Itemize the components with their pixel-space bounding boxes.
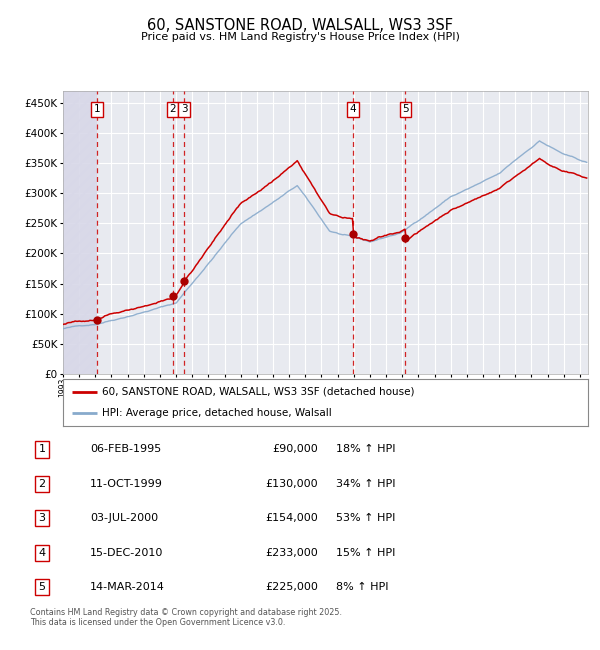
Text: 60, SANSTONE ROAD, WALSALL, WS3 3SF (detached house): 60, SANSTONE ROAD, WALSALL, WS3 3SF (det… [103,387,415,396]
Text: HPI: Average price, detached house, Walsall: HPI: Average price, detached house, Wals… [103,408,332,418]
Text: £233,000: £233,000 [265,548,318,558]
Text: £225,000: £225,000 [265,582,318,592]
Text: 15% ↑ HPI: 15% ↑ HPI [336,548,395,558]
Text: 5: 5 [402,105,409,114]
Text: 8% ↑ HPI: 8% ↑ HPI [336,582,389,592]
Text: 53% ↑ HPI: 53% ↑ HPI [336,514,395,523]
Text: 3: 3 [181,105,187,114]
Text: 5: 5 [38,582,46,592]
Text: Contains HM Land Registry data © Crown copyright and database right 2025.
This d: Contains HM Land Registry data © Crown c… [30,608,342,627]
Text: £154,000: £154,000 [265,514,318,523]
Text: 4: 4 [350,105,356,114]
Text: 1: 1 [94,105,100,114]
Text: 11-OCT-1999: 11-OCT-1999 [90,479,163,489]
Text: 4: 4 [38,548,46,558]
Text: 34% ↑ HPI: 34% ↑ HPI [336,479,395,489]
Text: 3: 3 [38,514,46,523]
Text: 60, SANSTONE ROAD, WALSALL, WS3 3SF: 60, SANSTONE ROAD, WALSALL, WS3 3SF [147,18,453,33]
Text: £130,000: £130,000 [265,479,318,489]
Text: 1: 1 [38,445,46,454]
Text: 06-FEB-1995: 06-FEB-1995 [90,445,161,454]
Text: 2: 2 [169,105,176,114]
Text: Price paid vs. HM Land Registry's House Price Index (HPI): Price paid vs. HM Land Registry's House … [140,32,460,42]
Text: 15-DEC-2010: 15-DEC-2010 [90,548,163,558]
Bar [63,91,97,374]
Text: 2: 2 [38,479,46,489]
Text: £90,000: £90,000 [272,445,318,454]
Text: 14-MAR-2014: 14-MAR-2014 [90,582,165,592]
Text: 03-JUL-2000: 03-JUL-2000 [90,514,158,523]
Text: 18% ↑ HPI: 18% ↑ HPI [336,445,395,454]
